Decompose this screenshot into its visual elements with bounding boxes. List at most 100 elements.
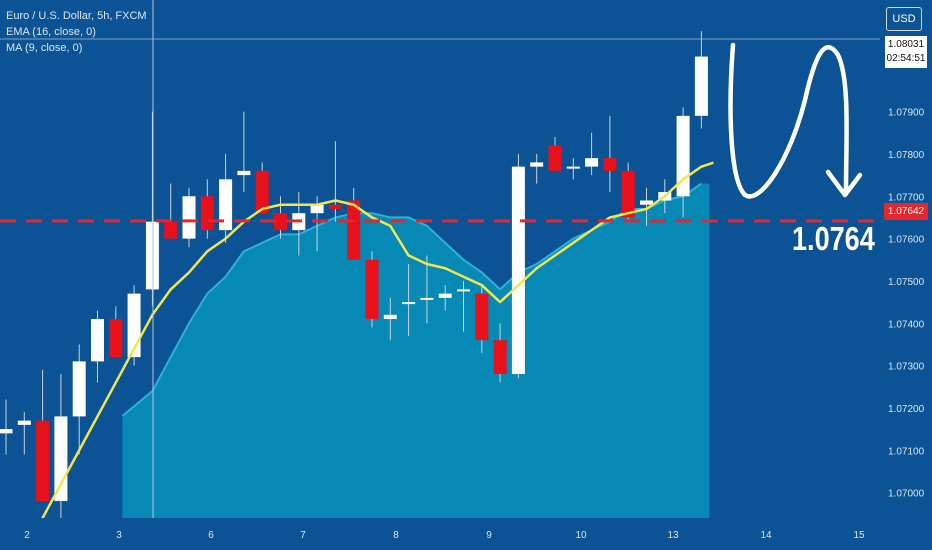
y-tick-label: 1.07600 xyxy=(888,235,925,246)
candle xyxy=(548,137,562,171)
y-tick-label: 1.07000 xyxy=(888,489,925,500)
candle-body xyxy=(402,302,416,305)
candle xyxy=(127,285,141,366)
x-tick-label: 14 xyxy=(760,530,772,541)
candle xyxy=(585,132,599,176)
candle-body xyxy=(36,420,50,502)
y-tick-label: 1.07500 xyxy=(888,277,925,288)
candle-body xyxy=(17,420,31,425)
candle-body xyxy=(420,297,434,300)
candle-body xyxy=(164,221,178,239)
candle xyxy=(694,31,708,129)
candle-body xyxy=(475,293,489,341)
candle-body xyxy=(237,170,251,176)
candle xyxy=(383,297,397,341)
candle xyxy=(0,399,13,455)
candle xyxy=(328,141,342,222)
currency-button[interactable]: USD xyxy=(886,7,922,31)
x-tick-label: 7 xyxy=(300,530,306,541)
candle xyxy=(182,187,196,248)
x-tick-label: 10 xyxy=(575,530,587,541)
ma-indicator-label[interactable]: MA (9, close, 0) xyxy=(6,42,83,54)
candle-body xyxy=(457,289,470,292)
candle xyxy=(237,111,251,193)
candle-body xyxy=(566,166,580,169)
y-tick-label: 1.07800 xyxy=(888,150,925,161)
candle-body xyxy=(255,170,269,214)
candle xyxy=(91,310,104,383)
candle-body xyxy=(640,200,653,205)
candle-body xyxy=(91,319,104,362)
candle-body xyxy=(694,56,708,116)
candle-body xyxy=(0,429,13,434)
symbol-title[interactable]: Euro / U.S. Dollar, 5h, FXCM xyxy=(6,10,147,22)
candle xyxy=(255,162,269,214)
candle-body xyxy=(347,200,361,260)
candle xyxy=(200,179,214,239)
legend: Euro / U.S. Dollar, 5h, FXCM EMA (16, cl… xyxy=(6,8,147,56)
level-annotation: 1.0764 xyxy=(792,220,875,257)
ema-indicator-label[interactable]: EMA (16, close, 0) xyxy=(6,26,96,38)
candle-body xyxy=(54,416,68,502)
candle-body xyxy=(511,166,525,375)
projection-arrow xyxy=(728,42,849,199)
x-tick-label: 9 xyxy=(486,530,492,541)
candle xyxy=(457,280,470,332)
candle xyxy=(72,344,86,455)
level-price-label: 1.07642 xyxy=(884,203,928,220)
candle-body xyxy=(310,204,324,214)
y-tick-label: 1.07100 xyxy=(888,446,925,457)
ma-area xyxy=(122,183,710,518)
arrow-head xyxy=(825,169,863,198)
y-tick-label: 1.07300 xyxy=(888,362,925,373)
candle xyxy=(530,153,544,184)
x-tick-label: 8 xyxy=(393,530,399,541)
y-tick-label: 1.07700 xyxy=(888,192,925,203)
candle xyxy=(274,196,287,239)
candle xyxy=(603,115,617,193)
y-tick-label: 1.07200 xyxy=(888,404,925,415)
candle-body xyxy=(182,196,196,239)
candle xyxy=(36,369,50,502)
candle-body xyxy=(383,314,397,320)
candle xyxy=(109,306,123,358)
candle-body xyxy=(109,319,123,358)
candle xyxy=(420,255,434,324)
candle xyxy=(566,158,580,180)
candle-body xyxy=(274,213,287,231)
candle-body xyxy=(72,361,86,417)
candle xyxy=(219,153,233,243)
candle xyxy=(640,187,653,226)
plot-area xyxy=(0,31,714,518)
candle-body xyxy=(365,259,379,320)
x-tick-label: 6 xyxy=(208,530,214,541)
candle xyxy=(402,264,416,336)
x-tick-label: 15 xyxy=(853,530,865,541)
candle xyxy=(54,374,68,518)
candle xyxy=(621,162,635,222)
last-price: 1.08031 xyxy=(887,39,925,50)
last-price-box: 1.08031 02:54:51 xyxy=(885,36,927,68)
candle-body xyxy=(603,158,617,171)
candle-body xyxy=(438,293,452,298)
candle-body xyxy=(548,145,562,171)
y-tick-label: 1.07900 xyxy=(888,108,925,119)
candle-body xyxy=(219,179,233,231)
candle xyxy=(493,323,507,383)
candle-body xyxy=(530,162,544,167)
candle-body xyxy=(200,196,214,231)
candle xyxy=(347,187,361,260)
candle-body xyxy=(145,221,159,290)
candle-body xyxy=(585,158,599,167)
candle-body xyxy=(328,204,342,209)
candle xyxy=(438,285,452,311)
candle xyxy=(145,111,159,307)
x-tick-label: 3 xyxy=(116,530,122,541)
x-tick-label: 2 xyxy=(24,530,30,541)
candle xyxy=(17,412,31,455)
y-tick-label: 1.07400 xyxy=(888,319,925,330)
candle xyxy=(511,153,525,379)
candle-body xyxy=(493,340,507,375)
